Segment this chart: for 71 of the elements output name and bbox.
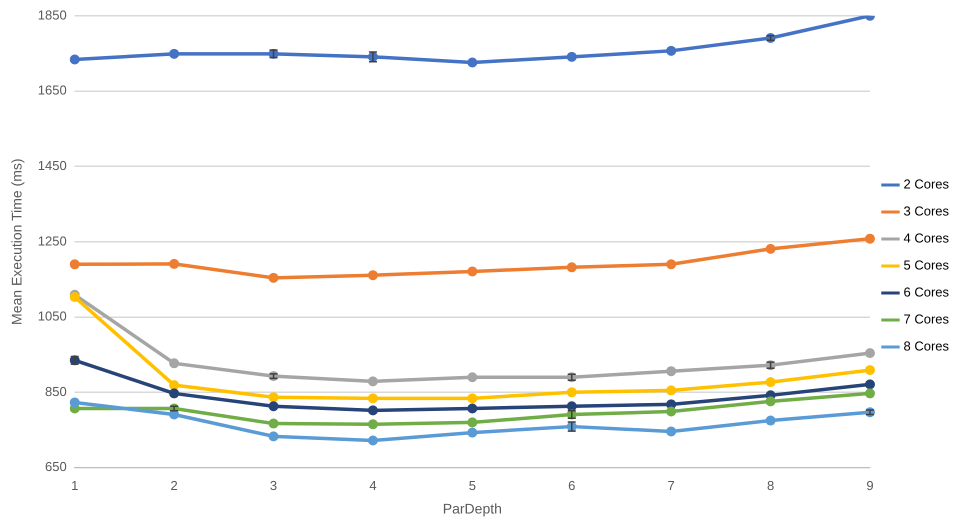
point	[268, 392, 279, 402]
point	[666, 406, 676, 416]
point	[864, 379, 875, 390]
point	[666, 366, 676, 376]
legend-label: 6 Cores	[903, 284, 950, 300]
point	[70, 54, 80, 64]
point	[368, 376, 378, 386]
point	[467, 57, 478, 68]
point	[864, 348, 875, 358]
point	[70, 259, 80, 270]
x-tick-label: 5	[468, 478, 476, 493]
x-tick-label: 1	[71, 478, 78, 493]
point	[467, 403, 478, 414]
point	[467, 372, 478, 382]
point	[467, 393, 478, 404]
x-axis-title: ParDepth	[442, 500, 502, 516]
x-tick-label: 3	[270, 478, 278, 493]
y-tick-label: 850	[45, 384, 67, 399]
y-tick-label: 1650	[38, 82, 67, 98]
y-tick-label: 1050	[38, 308, 67, 324]
point	[268, 401, 279, 412]
point	[169, 258, 180, 269]
point	[268, 431, 279, 442]
point	[566, 52, 577, 62]
point	[467, 266, 478, 276]
point	[368, 393, 378, 404]
x-tick-label: 9	[866, 478, 874, 493]
y-tick-label: 1250	[38, 233, 67, 248]
point	[566, 387, 577, 398]
x-tick-label: 2	[170, 478, 178, 493]
point	[368, 405, 378, 416]
point	[864, 365, 875, 376]
y-tick-label: 650	[45, 459, 67, 474]
point	[268, 272, 279, 283]
legend-label: 3 Cores	[903, 204, 950, 219]
legend-label: 4 Cores	[903, 230, 950, 246]
y-axis-title: Mean Execution Time (ms)	[8, 158, 24, 325]
point	[666, 426, 676, 436]
x-tick-label: 7	[668, 478, 675, 493]
point	[169, 380, 180, 390]
point	[169, 48, 180, 59]
point	[169, 388, 180, 398]
point	[467, 417, 478, 428]
point	[70, 292, 80, 302]
x-tick-label: 8	[766, 478, 774, 493]
point	[169, 358, 180, 368]
point	[566, 401, 577, 412]
point	[666, 259, 676, 270]
legend-label: 8 Cores	[903, 338, 950, 354]
point	[766, 396, 776, 406]
point	[864, 388, 875, 398]
point	[368, 435, 378, 446]
point	[368, 270, 378, 280]
point	[70, 397, 80, 408]
point	[666, 385, 676, 396]
point	[368, 419, 378, 430]
legend-label: 7 Cores	[903, 312, 950, 327]
x-tick-label: 6	[568, 478, 576, 493]
point	[566, 262, 577, 272]
x-tick-label: 4	[369, 478, 377, 493]
y-tick-label: 1450	[38, 158, 67, 173]
point	[766, 377, 776, 388]
point	[666, 46, 676, 56]
legend-label: 5 Cores	[903, 258, 950, 273]
point	[268, 418, 279, 429]
point	[864, 234, 875, 244]
point	[766, 244, 776, 254]
point	[766, 416, 776, 426]
legend-label: 2 Cores	[903, 176, 950, 192]
y-tick-label: 1850	[38, 7, 67, 22]
point	[467, 428, 478, 438]
